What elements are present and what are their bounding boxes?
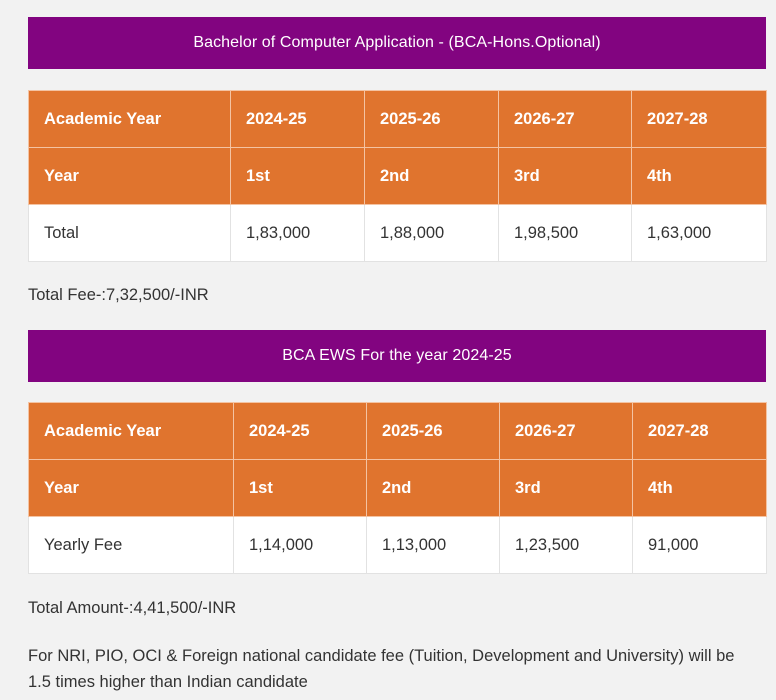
table-cell: 1,14,000 [233,516,367,574]
table-row-academic-year: Academic Year 2024-25 2025-26 2026-27 20… [28,90,767,148]
table-header-cell: 2025-26 [364,90,499,148]
section2-banner: BCA EWS For the year 2024-25 [28,330,766,382]
table-cell: 1,83,000 [230,204,365,262]
table-header-cell: Academic Year [28,90,231,148]
table-cell: Total [28,204,231,262]
section1-banner: Bachelor of Computer Application - (BCA-… [28,17,766,69]
table-header-cell: 1st [230,147,365,205]
table-row-academic-year: Academic Year 2024-25 2025-26 2026-27 20… [28,402,767,460]
table-header-cell: 2026-27 [498,90,632,148]
table-header-cell: 4th [632,459,767,517]
table-cell: 1,63,000 [631,204,767,262]
table-row-year: Year 1st 2nd 3rd 4th [28,147,767,205]
table-header-cell: 2nd [364,147,499,205]
table-header-cell: 2025-26 [366,402,500,460]
section2-total-amount: Total Amount-:4,41,500/-INR [28,599,237,617]
section2-title: BCA EWS For the year 2024-25 [282,347,512,364]
table-header-cell: 3rd [499,459,633,517]
table-cell: 1,23,500 [499,516,633,574]
table-header-cell: 1st [233,459,367,517]
table-cell: 91,000 [632,516,767,574]
section1-fee-table: Academic Year 2024-25 2025-26 2026-27 20… [28,90,767,262]
table-cell: Yearly Fee [28,516,234,574]
table-header-cell: Academic Year [28,402,234,460]
table-row-year: Year 1st 2nd 3rd 4th [28,459,767,517]
table-cell: 1,88,000 [364,204,499,262]
table-row-yearly-fee: Yearly Fee 1,14,000 1,13,000 1,23,500 91… [28,516,767,574]
table-header-cell: 2026-27 [499,402,633,460]
section1-title: Bachelor of Computer Application - (BCA-… [193,34,601,51]
table-cell: 1,98,500 [498,204,632,262]
foreign-candidate-note: For NRI, PIO, OCI & Foreign national can… [28,647,735,691]
table-header-cell: 3rd [498,147,632,205]
table-header-cell: 2024-25 [230,90,365,148]
table-header-cell: 2024-25 [233,402,367,460]
table-header-cell: 2027-28 [631,90,767,148]
table-header-cell: Year [28,459,234,517]
table-cell: 1,13,000 [366,516,500,574]
table-row-total: Total 1,83,000 1,88,000 1,98,500 1,63,00… [28,204,767,262]
table-header-cell: Year [28,147,231,205]
section2-fee-table: Academic Year 2024-25 2025-26 2026-27 20… [28,402,767,574]
table-header-cell: 2027-28 [632,402,767,460]
table-header-cell: 4th [631,147,767,205]
section1-total-fee: Total Fee-:7,32,500/-INR [28,286,209,304]
table-header-cell: 2nd [366,459,500,517]
